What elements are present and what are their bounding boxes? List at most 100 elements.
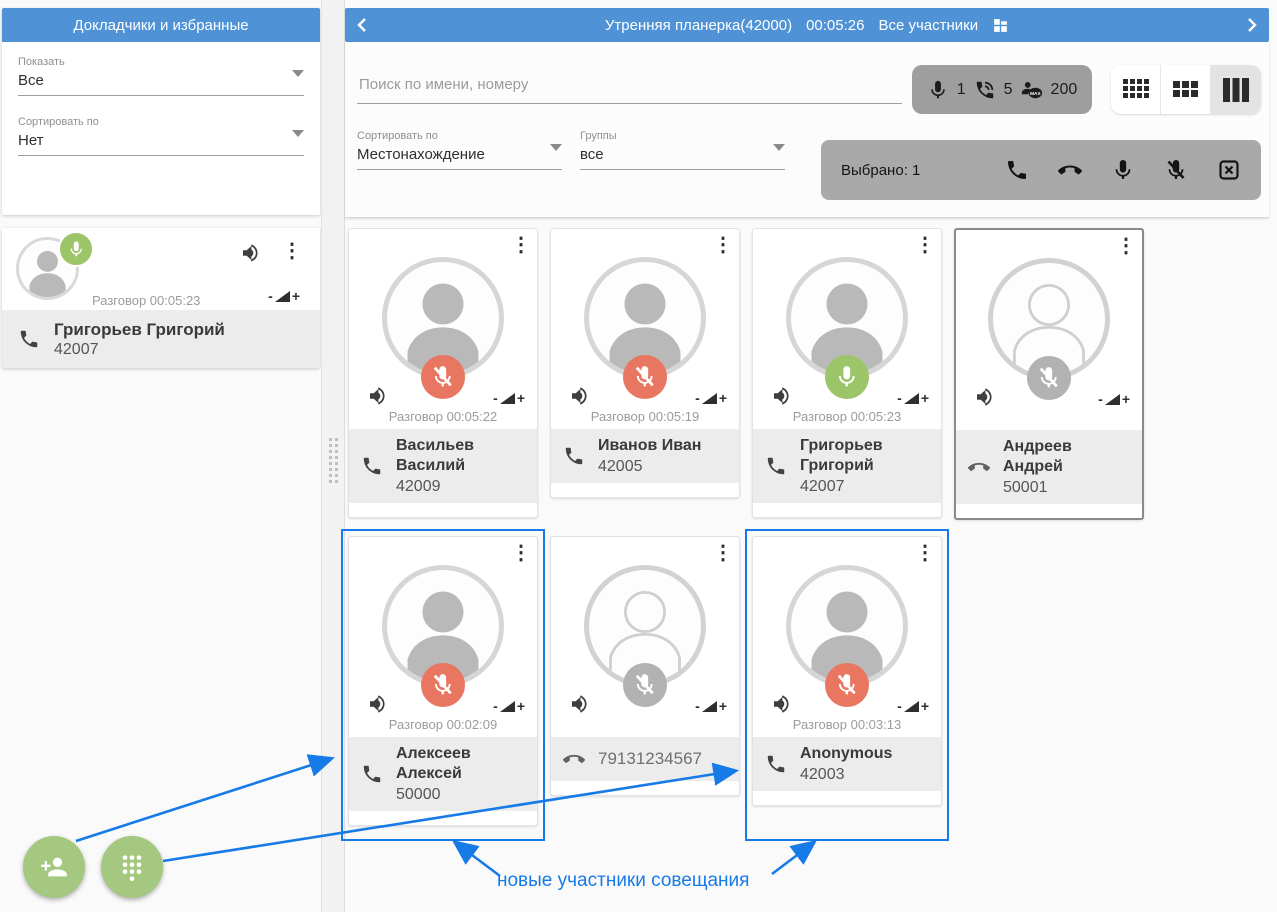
grid-medium-icon[interactable]: [1161, 65, 1211, 114]
menu-dots-icon[interactable]: ⋮: [915, 234, 935, 256]
card-strip: [753, 503, 941, 517]
call-status: Разговор 00:05:23: [792, 409, 902, 424]
speakers-panel: Докладчики и избранные Показать Все Сорт…: [2, 8, 320, 215]
speaker-icon[interactable]: [771, 692, 795, 716]
call-status: Разговор 00:02:09: [388, 717, 498, 732]
participant-card[interactable]: ⋮ - + Разговор 00:02:09 Алексеев Алекс: [348, 536, 538, 826]
chevron-left-icon[interactable]: [345, 17, 379, 33]
add-participant-button[interactable]: [23, 836, 85, 898]
speaker-icon[interactable]: [974, 385, 998, 409]
chevron-right-icon[interactable]: [1235, 17, 1269, 33]
selection-toolbar: Выбрано: 1: [821, 140, 1261, 200]
group-select-label: Группы: [580, 130, 617, 142]
participant-card[interactable]: ⋮ - + Разговор 00:05:23 Григорьев Григ: [752, 228, 942, 518]
volume-control[interactable]: - +: [695, 390, 727, 406]
sort-select-value: Местонахождение: [357, 142, 562, 170]
grid-large-icon[interactable]: [1211, 65, 1261, 114]
participant-card[interactable]: ⋮ - + Разговор 00:05:22 Васильев Васил: [348, 228, 538, 518]
volume-control[interactable]: - +: [695, 698, 727, 714]
card-strip: [349, 811, 537, 825]
volume-wedge-icon: [701, 392, 717, 404]
volume-control[interactable]: - +: [493, 698, 525, 714]
search-input[interactable]: [357, 70, 902, 104]
call-count: 5: [1003, 80, 1013, 98]
menu-dots-icon[interactable]: ⋮: [1116, 235, 1136, 257]
mute-button[interactable]: [1164, 158, 1188, 182]
speaker-icon[interactable]: [367, 692, 391, 716]
participant-card[interactable]: ⋮ - + Андреев Андрей 50001: [954, 228, 1144, 520]
volume-control[interactable]: - +: [1098, 391, 1130, 407]
mic-off-badge[interactable]: [825, 663, 869, 707]
favorite-participant-card[interactable]: Разговор 00:05:23 ⋮ - + Григорьев Григор…: [2, 228, 320, 368]
menu-dots-icon[interactable]: ⋮: [511, 234, 531, 256]
speaker-icon[interactable]: [771, 384, 795, 408]
speaker-icon[interactable]: [569, 692, 593, 716]
volume-wedge-icon: [903, 392, 919, 404]
sort-select-label: Сортировать по: [357, 130, 438, 142]
participant-name: Иванов Иван: [598, 437, 702, 454]
add-person-icon: [41, 857, 67, 877]
participant-name: Андреев Андрей: [1003, 438, 1072, 475]
phone-icon: [563, 445, 585, 467]
participant-number: 42003: [800, 766, 845, 783]
volume-control[interactable]: - +: [268, 288, 300, 304]
volume-wedge-icon: [274, 290, 290, 302]
speaker-icon[interactable]: [240, 241, 264, 265]
sidebar-sort-value: Нет: [18, 128, 304, 156]
speaker-icon[interactable]: [367, 384, 391, 408]
volume-minus: -: [897, 390, 902, 406]
chevron-down-icon: [292, 70, 304, 77]
call-button[interactable]: [1005, 158, 1029, 182]
mic-off-badge[interactable]: [421, 355, 465, 399]
deselect-button[interactable]: [1217, 158, 1241, 182]
volume-plus: +: [1121, 391, 1130, 407]
menu-dots-icon[interactable]: ⋮: [511, 542, 531, 564]
menu-dots-icon[interactable]: ⋮: [282, 240, 302, 262]
conference-stats: 1 5 MAX 200: [912, 65, 1092, 114]
card-footer: Андреев Андрей 50001: [956, 430, 1142, 504]
card-strip: [349, 503, 537, 517]
menu-dots-icon[interactable]: ⋮: [713, 542, 733, 564]
card-strip: [956, 504, 1142, 518]
dashboard-icon[interactable]: [992, 17, 1009, 34]
volume-control[interactable]: - +: [897, 390, 929, 406]
volume-minus: -: [268, 288, 273, 304]
participant-card[interactable]: ⋮ - + Разговор 00:03:13 Anonymous: [752, 536, 942, 806]
mic-off-badge[interactable]: [623, 355, 667, 399]
grid-small-icon[interactable]: [1111, 65, 1161, 114]
mic-off-badge[interactable]: [623, 663, 667, 707]
phone-icon: [361, 455, 383, 477]
mic-off-badge[interactable]: [421, 663, 465, 707]
speaker-icon[interactable]: [569, 384, 593, 408]
participant-card[interactable]: ⋮ - + Разговор 00:05:19 Иванов Иван: [550, 228, 740, 498]
main-toolbar: 1 5 MAX 200 Сортиров: [345, 42, 1269, 218]
volume-wedge-icon: [499, 392, 515, 404]
volume-control[interactable]: - +: [493, 390, 525, 406]
volume-minus: -: [493, 390, 498, 406]
show-filter-select[interactable]: Показать Все: [18, 56, 304, 96]
group-select[interactable]: Группы все: [580, 130, 785, 170]
chevron-down-icon: [550, 144, 562, 151]
card-strip: [551, 781, 739, 795]
volume-wedge-icon: [701, 700, 717, 712]
volume-plus: +: [920, 390, 929, 406]
mic-off-badge[interactable]: [1027, 356, 1071, 400]
participant-name: Алексеев Алексей: [396, 745, 471, 782]
conference-title: Утренняя планерка(42000): [604, 16, 793, 34]
hangup-button[interactable]: [1058, 158, 1082, 182]
conference-timer: 00:05:26: [806, 16, 865, 34]
unmute-button[interactable]: [1111, 158, 1135, 182]
volume-minus: -: [695, 390, 700, 406]
participant-card[interactable]: ⋮ - + 79131234567: [550, 536, 740, 796]
dialpad-button[interactable]: [101, 836, 163, 898]
sort-select[interactable]: Сортировать по Местонахождение: [357, 130, 562, 170]
sidebar-sort-select[interactable]: Сортировать по Нет: [18, 116, 304, 156]
menu-dots-icon[interactable]: ⋮: [915, 542, 935, 564]
mic-on-badge[interactable]: [58, 231, 94, 267]
mic-on-badge[interactable]: [825, 355, 869, 399]
svg-text:MAX: MAX: [1030, 91, 1041, 97]
participant-name: Васильев Василий: [396, 437, 474, 474]
volume-control[interactable]: - +: [897, 698, 929, 714]
sidebar-sort-label: Сортировать по: [18, 116, 99, 128]
menu-dots-icon[interactable]: ⋮: [713, 234, 733, 256]
